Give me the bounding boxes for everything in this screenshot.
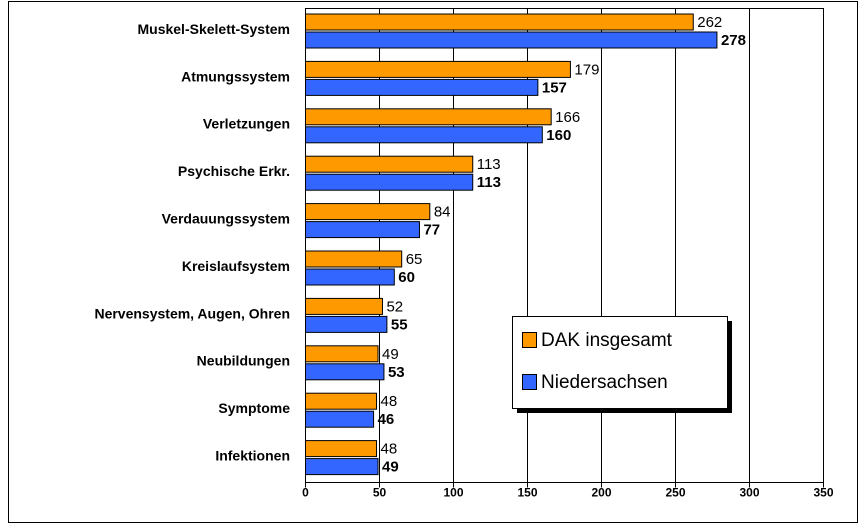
x-tick-label: 0 bbox=[302, 486, 309, 500]
category-label: Atmungssystem bbox=[181, 68, 290, 84]
category-label: Infektionen bbox=[215, 448, 290, 464]
bar bbox=[305, 297, 383, 315]
legend-label: DAK insgesamt bbox=[541, 330, 673, 351]
value-label: 46 bbox=[378, 411, 395, 428]
value-label: 48 bbox=[381, 393, 398, 410]
x-tick-label: 300 bbox=[739, 486, 759, 500]
bar bbox=[305, 392, 378, 410]
value-label: 55 bbox=[391, 316, 408, 333]
bar bbox=[305, 250, 403, 268]
category-label: Kreislaufsystem bbox=[182, 258, 290, 274]
bar bbox=[305, 458, 379, 476]
bar bbox=[305, 268, 395, 286]
legend-label: Niedersachsen bbox=[541, 372, 668, 393]
bar bbox=[305, 203, 431, 221]
bar bbox=[305, 108, 552, 126]
category-label: Verletzungen bbox=[203, 116, 290, 132]
value-label: 262 bbox=[697, 14, 722, 31]
bar bbox=[305, 363, 385, 381]
value-label: 278 bbox=[721, 32, 746, 49]
value-label: 179 bbox=[574, 61, 599, 78]
value-label: 52 bbox=[386, 298, 403, 315]
bar bbox=[305, 410, 375, 428]
bar bbox=[305, 78, 539, 96]
value-label: 157 bbox=[542, 79, 567, 96]
value-label: 113 bbox=[477, 156, 501, 173]
legend-swatch bbox=[522, 374, 537, 390]
bar bbox=[305, 155, 474, 173]
value-label: 160 bbox=[546, 127, 571, 144]
x-tick-label: 250 bbox=[665, 486, 685, 500]
category-label: Verdauungssystem bbox=[162, 211, 290, 227]
x-tick-label: 200 bbox=[591, 486, 611, 500]
bar bbox=[305, 440, 378, 458]
x-tick-label: 350 bbox=[813, 486, 833, 500]
legend: DAK insgesamt Niedersachsen bbox=[512, 316, 732, 413]
bar bbox=[305, 13, 694, 31]
bar bbox=[305, 60, 571, 78]
value-label: 113 bbox=[477, 174, 501, 191]
category-label: Neubildungen bbox=[197, 353, 290, 369]
value-label: 65 bbox=[406, 251, 423, 268]
bar bbox=[305, 221, 420, 239]
category-label: Psychische Erkr. bbox=[178, 163, 290, 179]
legend-box bbox=[512, 316, 728, 409]
value-label: 166 bbox=[555, 109, 580, 126]
value-label: 60 bbox=[398, 269, 415, 286]
value-label: 77 bbox=[423, 222, 440, 239]
bar bbox=[305, 315, 388, 333]
value-label: 84 bbox=[434, 204, 451, 221]
x-tick-label: 100 bbox=[443, 486, 463, 500]
value-label: 49 bbox=[382, 459, 399, 476]
bar bbox=[305, 31, 718, 49]
category-label: Symptome bbox=[218, 400, 290, 416]
legend-swatch bbox=[522, 332, 537, 348]
bar bbox=[305, 345, 379, 363]
bar bbox=[305, 173, 474, 191]
category-label: Nervensystem, Augen, Ohren bbox=[94, 305, 290, 321]
x-tick-label: 150 bbox=[517, 486, 537, 500]
bar bbox=[305, 126, 543, 144]
x-tick-label: 50 bbox=[373, 486, 387, 500]
value-label: 53 bbox=[388, 364, 405, 381]
value-label: 48 bbox=[381, 441, 398, 458]
category-label: Muskel-Skelett-System bbox=[137, 21, 290, 37]
bars: 2622781791571661601131138477656052554953… bbox=[305, 13, 746, 476]
value-label: 49 bbox=[382, 346, 399, 363]
